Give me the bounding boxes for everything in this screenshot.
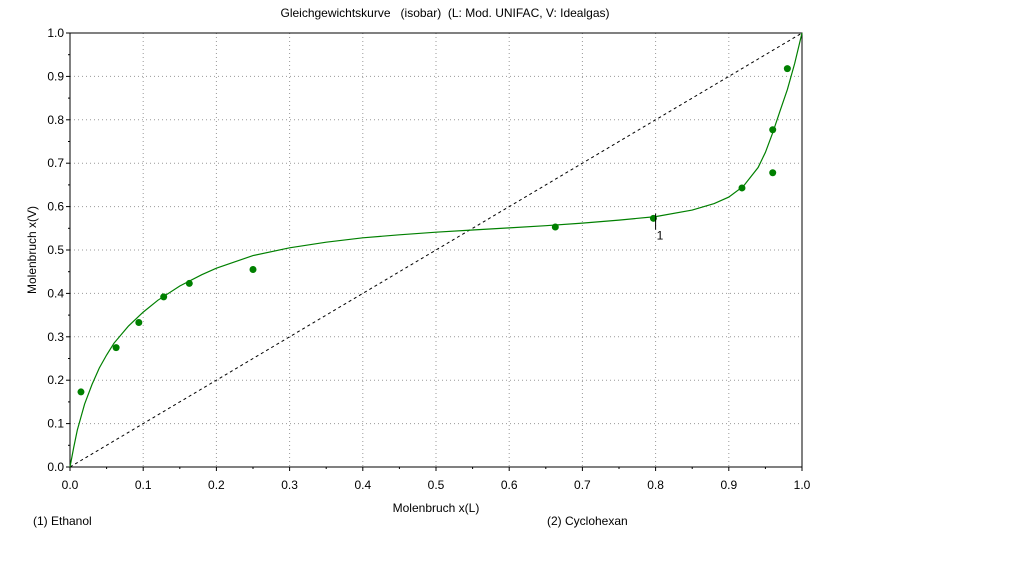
x-tick-label: 0.3 [281, 478, 298, 492]
y-tick-label: 0.1 [47, 417, 64, 431]
y-tick-label: 0.7 [47, 156, 64, 170]
tick-labels: 0.0 0.1 0.2 0.3 0.4 0.5 0.6 0.7 0.8 0.9 1.0 0.0 0.1 0… [47, 26, 810, 492]
axes [66, 32, 803, 471]
y-axis-label: Molenbruch x(V) [25, 206, 39, 294]
y-tick-label: 0.0 [47, 460, 64, 474]
y-tick-label: 1.0 [47, 26, 64, 40]
data-point [185, 279, 193, 287]
data-point [135, 318, 143, 326]
grid-lines [70, 33, 802, 467]
x-tick-label: 0.6 [501, 478, 518, 492]
y-tick-label: 0.5 [47, 243, 64, 257]
data-point [769, 169, 777, 177]
x-axis-label: Molenbruch x(L) [393, 501, 480, 515]
annotation-label: 1 [657, 229, 664, 243]
experimental-points [77, 65, 791, 396]
chart-title: Gleichgewichtskurve (isobar) (L: Mod. UN… [280, 6, 610, 20]
data-point [249, 266, 257, 274]
x-tick-label: 0.2 [208, 478, 225, 492]
data-point [769, 126, 777, 134]
x-tick-label: 0.5 [428, 478, 445, 492]
x-tick-label: 0.9 [720, 478, 737, 492]
data-point [77, 388, 85, 396]
x-tick-label: 0.1 [135, 478, 152, 492]
y-tick-label: 0.2 [47, 373, 64, 387]
y-tick-label: 0.9 [47, 69, 64, 83]
y-tick-label: 0.6 [47, 200, 64, 214]
annotation: 1 [655, 213, 664, 243]
equilibrium-curve [69, 32, 803, 468]
data-point [738, 184, 746, 192]
component-1-label: (1) Ethanol [33, 514, 92, 528]
diagonal-line [69, 32, 803, 468]
y-tick-label: 0.3 [47, 330, 64, 344]
x-tick-label: 0.4 [354, 478, 371, 492]
data-point [551, 223, 559, 231]
x-tick-label: 0.7 [574, 478, 591, 492]
data-point [112, 344, 120, 352]
component-2-label: (2) Cyclohexan [547, 514, 628, 528]
data-point [783, 65, 791, 73]
y-tick-label: 0.4 [47, 286, 64, 300]
x-tick-label: 0.8 [647, 478, 664, 492]
data-point [160, 293, 168, 301]
x-tick-label: 0.0 [62, 478, 79, 492]
x-tick-label: 1.0 [794, 478, 811, 492]
y-tick-label: 0.8 [47, 113, 64, 127]
